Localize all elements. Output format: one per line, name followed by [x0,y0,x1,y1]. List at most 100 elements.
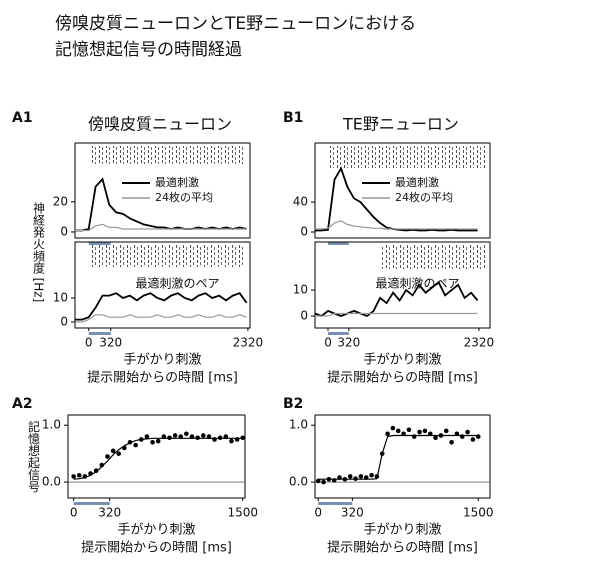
data-point [459,434,465,439]
data-point [369,472,374,478]
data-point [76,472,82,478]
plot-frame [314,142,491,239]
y-tick-label: 40 [293,195,308,209]
y-tick-label: 10 [293,283,308,297]
data-point [347,474,353,479]
x-axis-label: 手がかり刺激 [117,523,195,538]
stimulus-bar [73,502,110,505]
x-tick-label: 320 [341,506,364,520]
data-point [217,435,223,441]
y-tick-label: 0.0 [289,475,308,489]
data-point [133,442,138,448]
stimulus-bar [88,242,111,245]
x-axis-label: 提示開始からの時間 [ms] [327,370,478,386]
data-line [315,312,478,317]
data-point [395,428,401,434]
data-line [75,223,247,232]
legend-label: 24枚の平均 [395,190,453,204]
panel-label: A2 [12,396,33,412]
y-tick-label: 10 [53,290,68,304]
stimulus-bar [328,242,349,245]
stimulus-bar [328,332,349,335]
annotation: 最適刺激のペア [375,276,459,291]
data-point [122,445,127,451]
y-tick-label: 20 [53,194,68,208]
x-axis-label: 手がかり刺激 [123,353,201,368]
x-tick-label: 2320 [464,336,495,350]
data-point [438,433,444,438]
data-point [443,428,449,434]
x-axis-label: 提示開始からの時間 [ms] [81,540,232,556]
data-point [475,434,481,439]
y-axis-label: 神経発火頻度 [Hz] [32,201,46,302]
legend-label: 最適刺激 [395,175,439,189]
data-point [110,448,116,454]
data-point [127,439,133,445]
y-tick-label: 0 [60,224,68,238]
data-point [417,429,422,435]
x-tick-label: 320 [99,336,122,350]
raster [90,245,245,267]
y-tick-label: 0.0 [42,475,61,489]
data-point [195,435,200,441]
fit-line [73,437,243,480]
column-title: 傍嗅皮質ニューロン [88,115,232,134]
plot-frame [74,241,251,329]
data-point [229,438,234,444]
panel-label: A1 [12,110,33,126]
data-point [353,476,358,481]
x-tick-label: 1500 [227,506,258,520]
data-point [167,435,172,441]
x-axis-label: 手がかり刺激 [363,353,441,368]
data-line [315,220,478,230]
y-tick-label: 0 [300,309,308,323]
data-point [433,435,438,441]
legend-label: 24枚の平均 [155,190,213,204]
data-point [240,435,246,441]
legend-label: 最適刺激 [155,175,199,189]
x-tick-label: 1500 [463,506,494,520]
data-point [342,476,348,482]
data-point [337,475,342,480]
data-line [314,280,479,318]
plot-frame [67,414,246,499]
y-tick-label: 0 [300,225,308,239]
data-line [75,292,248,321]
data-point [406,427,412,433]
x-axis-label: 提示開始からの時間 [ms] [327,540,478,556]
data-point [178,434,184,439]
data-point [223,434,229,439]
data-point [326,476,332,482]
panel-label: B2 [283,396,303,412]
data-point [138,437,144,442]
title-line: 傍嗅皮質ニューロンとTE野ニューロンにおける [55,14,416,34]
data-point [234,437,240,442]
x-tick-label: 2320 [233,336,264,350]
data-point [449,439,454,445]
data-point [390,425,396,431]
stimulus-bar [318,502,353,505]
plot-frame [314,414,491,499]
data-point [82,474,88,479]
data-point [116,451,122,456]
data-point [99,462,105,468]
data-point [422,428,428,434]
data-point [155,438,161,444]
y-tick-label: 0 [60,314,68,328]
y-tick-label: 1.0 [289,418,308,432]
x-tick-label: 0 [70,506,78,520]
plot-frame [314,241,491,329]
data-point [172,433,178,438]
annotation: 最適刺激のペア [135,276,219,291]
data-point [465,429,470,435]
data-point [374,474,380,479]
stimulus-bar [88,332,111,335]
x-tick-label: 320 [337,336,360,350]
y-tick-label: 1.0 [42,418,61,432]
data-point [93,468,99,474]
y-axis-label: 記憶想起信号 [27,419,41,492]
raster [90,146,245,164]
data-point [358,474,364,479]
x-tick-label: 0 [314,506,322,520]
